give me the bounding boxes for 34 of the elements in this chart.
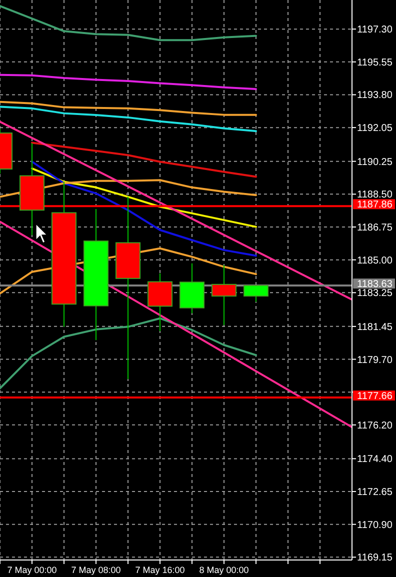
y-tick-label: 1186.75 (357, 222, 393, 234)
y-tick-label: 1197.30 (357, 24, 393, 36)
y-tick-label: 1172.65 (357, 487, 393, 498)
y-tick-label: 1195.55 (357, 57, 393, 68)
y-tick-label: 1176.20 (357, 420, 393, 432)
y-tick-label: 1179.70 (357, 354, 393, 366)
y-tick-label: 1192.05 (357, 123, 393, 134)
ref-line-label: 1183.63 (357, 279, 393, 290)
y-tick-label: 1174.40 (357, 454, 393, 466)
x-tick-label: 7 May 16:00 (135, 565, 185, 575)
line-series (0, 100, 257, 116)
ref-line-label: 1177.66 (357, 391, 393, 402)
line-series (31, 167, 257, 228)
candlestick (244, 285, 268, 302)
candlestick (212, 264, 236, 326)
line-series (31, 160, 257, 257)
y-tick-label: 1193.80 (357, 90, 393, 102)
line-series (0, 106, 257, 132)
y-tick-label: 1183.25 (357, 288, 393, 300)
y-tick-label: 1181.45 (357, 322, 393, 333)
x-tick-label: 8 May 00:00 (199, 565, 249, 575)
y-tick-label: 1185.00 (357, 255, 393, 266)
line-series (31, 142, 257, 178)
x-tick-label: 7 May 08:00 (71, 565, 121, 575)
line-series (0, 317, 257, 390)
y-tick-label: 1188.50 (357, 190, 393, 201)
y-tick-label: 1169.15 (357, 552, 393, 564)
y-tick-label: 1190.25 (357, 156, 393, 168)
line-series (0, 179, 257, 198)
y-tick-label: 1170.90 (357, 520, 393, 531)
line-series (0, 5, 257, 42)
x-tick-label: 7 May 00:00 (7, 565, 57, 575)
ref-line-label: 1187.86 (357, 200, 393, 211)
line-series (0, 74, 257, 90)
